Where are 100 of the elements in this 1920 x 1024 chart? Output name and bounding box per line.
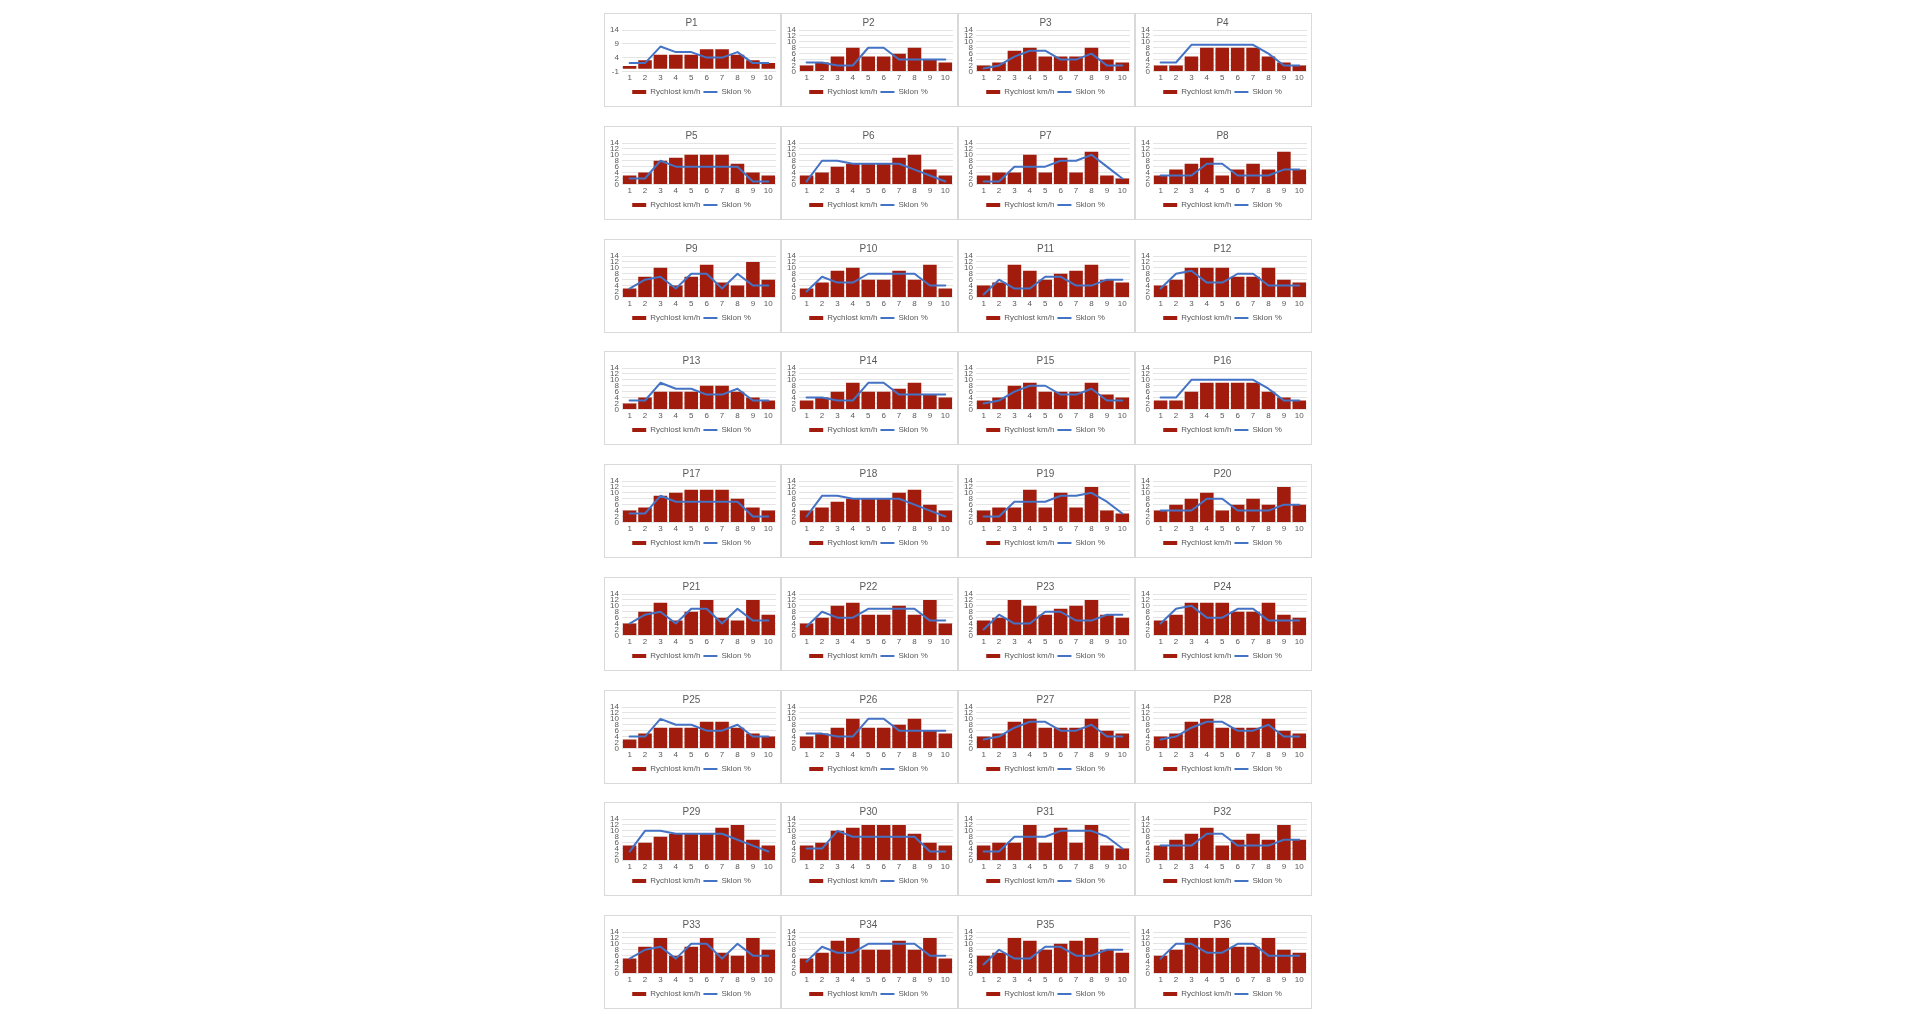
x-tick-label: 10 bbox=[1294, 73, 1305, 83]
x-tick-label: 2 bbox=[996, 975, 1002, 985]
x-tick-label: 10 bbox=[940, 411, 951, 421]
bar bbox=[1230, 276, 1245, 298]
x-tick-label: 7 bbox=[1073, 299, 1079, 309]
bar bbox=[715, 154, 729, 185]
bar bbox=[876, 614, 891, 636]
x-tick-label: 1 bbox=[804, 73, 810, 83]
bar bbox=[1246, 611, 1260, 636]
x-tick-label: 6 bbox=[704, 411, 710, 421]
bar bbox=[1246, 163, 1260, 185]
x-tick-label: 5 bbox=[689, 524, 695, 534]
x-tick-label: 6 bbox=[1058, 186, 1064, 196]
x-tick-label: 5 bbox=[866, 524, 872, 534]
bar bbox=[892, 157, 906, 185]
bar bbox=[638, 946, 652, 974]
x-tick-label: 8 bbox=[1266, 186, 1272, 196]
chart-title: P9 bbox=[685, 242, 699, 254]
x-tick-label: 9 bbox=[1104, 411, 1110, 421]
x-tick-label: 6 bbox=[1235, 862, 1241, 872]
x-tick-label: 10 bbox=[1117, 975, 1128, 985]
bar bbox=[876, 391, 891, 410]
legend-label: Rychlost km/h bbox=[1004, 313, 1055, 323]
legend-label: Rychlost km/h bbox=[827, 425, 878, 435]
x-tick-label: 5 bbox=[866, 637, 872, 647]
x-tick-label: 1 bbox=[981, 186, 987, 196]
legend-label: Sklon % bbox=[898, 651, 928, 661]
x-tick-label: 10 bbox=[1294, 975, 1305, 985]
x-tick-label: 1 bbox=[981, 299, 987, 309]
x-tick-label: 7 bbox=[719, 862, 725, 872]
x-tick-label: 4 bbox=[1027, 862, 1033, 872]
x-tick-label: 5 bbox=[689, 299, 695, 309]
x-tick-label: 3 bbox=[1012, 186, 1018, 196]
x-tick-label: 8 bbox=[735, 299, 741, 309]
chart-title: P8 bbox=[1216, 129, 1230, 141]
x-tick-label: 4 bbox=[1027, 299, 1033, 309]
bar bbox=[907, 279, 922, 298]
x-tick-label: 1 bbox=[627, 299, 633, 309]
legend-label: Rychlost km/h bbox=[1004, 538, 1055, 548]
bar bbox=[876, 498, 891, 523]
x-tick-label: 2 bbox=[1173, 411, 1179, 421]
legend-label: Sklon % bbox=[1075, 876, 1105, 886]
x-tick-label: 6 bbox=[881, 637, 887, 647]
bar bbox=[653, 54, 668, 69]
bar bbox=[907, 949, 922, 974]
x-tick-label: 6 bbox=[881, 411, 887, 421]
x-tick-label: 10 bbox=[763, 411, 774, 421]
x-tick-label: 10 bbox=[1294, 186, 1305, 196]
bar bbox=[653, 836, 668, 861]
legend-label: Sklon % bbox=[1252, 651, 1282, 661]
x-tick-label: 7 bbox=[1073, 524, 1079, 534]
legend-label: Sklon % bbox=[721, 538, 751, 548]
bar bbox=[715, 49, 729, 69]
x-tick-label: 7 bbox=[1073, 637, 1079, 647]
bar bbox=[1292, 65, 1307, 72]
x-tick-label: 3 bbox=[658, 750, 664, 760]
x-tick-label: 5 bbox=[1043, 299, 1049, 309]
x-tick-label: 4 bbox=[673, 637, 679, 647]
bar bbox=[1292, 504, 1307, 523]
chart-title: P35 bbox=[1036, 918, 1055, 930]
x-tick-label: 4 bbox=[673, 975, 679, 985]
x-tick-label: 4 bbox=[1204, 299, 1210, 309]
x-tick-label: 1 bbox=[1158, 862, 1164, 872]
x-tick-label: 10 bbox=[940, 862, 951, 872]
chart-title: P22 bbox=[859, 580, 878, 592]
x-tick-label: 9 bbox=[750, 750, 756, 760]
x-tick-label: 8 bbox=[912, 524, 918, 534]
bar bbox=[923, 264, 937, 298]
legend-label: Sklon % bbox=[1252, 538, 1282, 548]
x-tick-label: 6 bbox=[704, 524, 710, 534]
legend-label: Rychlost km/h bbox=[650, 313, 701, 323]
bar bbox=[746, 261, 760, 298]
bar bbox=[1007, 842, 1022, 861]
x-tick-label: 4 bbox=[1204, 411, 1210, 421]
x-tick-label: 1 bbox=[627, 524, 633, 534]
x-tick-label: 3 bbox=[1012, 975, 1018, 985]
legend-label: Rychlost km/h bbox=[1004, 651, 1055, 661]
bar bbox=[1069, 507, 1083, 523]
legend-label: Rychlost km/h bbox=[1004, 876, 1055, 886]
x-tick-label: 2 bbox=[642, 411, 648, 421]
chart-title: P36 bbox=[1213, 918, 1232, 930]
bar bbox=[730, 955, 745, 974]
legend-label: Sklon % bbox=[898, 538, 928, 548]
x-tick-label: 10 bbox=[763, 975, 774, 985]
x-tick-label: 9 bbox=[927, 73, 933, 83]
x-tick-label: 6 bbox=[881, 862, 887, 872]
x-tick-label: 3 bbox=[1012, 73, 1018, 83]
bar bbox=[1007, 599, 1022, 636]
x-tick-label: 4 bbox=[673, 862, 679, 872]
bar bbox=[1115, 282, 1130, 298]
x-tick-label: 2 bbox=[642, 862, 648, 872]
x-tick-label: 1 bbox=[804, 186, 810, 196]
legend-label: Rychlost km/h bbox=[650, 989, 701, 999]
x-tick-label: 9 bbox=[1281, 186, 1287, 196]
x-tick-label: 4 bbox=[1027, 524, 1033, 534]
bar bbox=[1230, 382, 1245, 410]
legend-label: Sklon % bbox=[1252, 200, 1282, 210]
x-tick-label: 9 bbox=[750, 862, 756, 872]
x-tick-label: 3 bbox=[658, 411, 664, 421]
x-tick-label: 3 bbox=[1189, 299, 1195, 309]
